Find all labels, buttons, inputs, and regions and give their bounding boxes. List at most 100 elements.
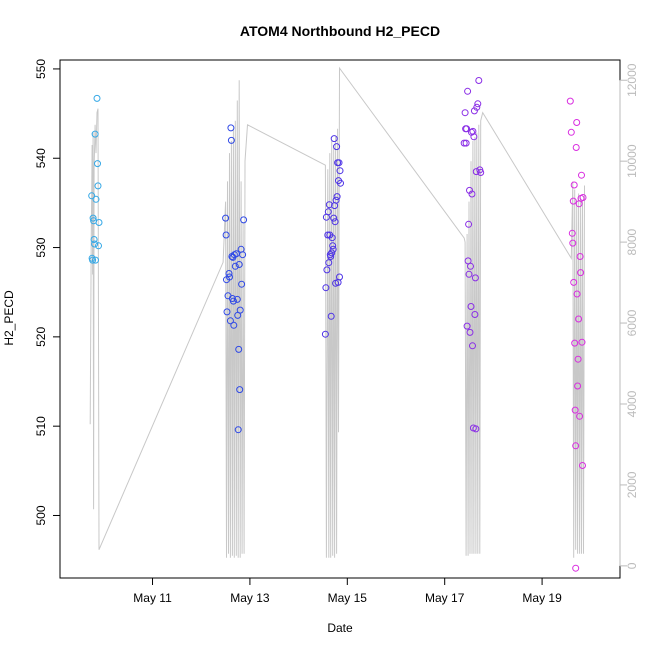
data-point bbox=[466, 328, 474, 336]
data-point bbox=[571, 406, 579, 414]
data-point bbox=[333, 193, 341, 201]
data-point bbox=[332, 196, 340, 204]
data-point bbox=[236, 306, 244, 314]
data-point bbox=[579, 194, 587, 201]
data-point bbox=[571, 339, 579, 347]
data-point bbox=[470, 107, 478, 115]
x-axis-label: Date bbox=[327, 621, 353, 635]
data-point bbox=[572, 442, 580, 450]
data-point bbox=[471, 311, 479, 318]
data-point bbox=[238, 280, 246, 288]
data-point bbox=[92, 195, 100, 203]
y-right-tick-label: 0 bbox=[625, 562, 639, 569]
data-point bbox=[472, 168, 480, 176]
data-point bbox=[567, 128, 575, 136]
data-point bbox=[579, 462, 586, 469]
y-left-tick-label: 540 bbox=[34, 148, 48, 168]
x-tick-label: May 11 bbox=[133, 591, 172, 605]
data-point bbox=[463, 322, 471, 330]
data-point bbox=[226, 273, 233, 281]
data-point bbox=[327, 312, 335, 320]
y-axis-left: 500 510 520 530 540 550 bbox=[34, 59, 60, 525]
y-axis-label: H2_PECD bbox=[2, 290, 16, 346]
chart-title: ATOM4 Northbound H2_PECD bbox=[240, 23, 440, 39]
data-point bbox=[223, 308, 231, 316]
x-tick-label: May 15 bbox=[328, 591, 368, 605]
data-point bbox=[329, 245, 337, 253]
y-right-tick-label: 8000 bbox=[625, 228, 639, 255]
data-point bbox=[239, 251, 247, 259]
data-point bbox=[337, 179, 344, 187]
y-left-tick-label: 520 bbox=[34, 327, 48, 347]
y-right-tick-label: 4000 bbox=[625, 390, 639, 417]
data-point bbox=[331, 218, 339, 226]
data-point bbox=[576, 412, 584, 420]
data-point bbox=[462, 139, 470, 147]
data-point bbox=[477, 169, 485, 176]
data-point bbox=[322, 284, 330, 292]
data-point bbox=[93, 94, 101, 102]
data-point bbox=[325, 259, 333, 267]
data-point bbox=[336, 167, 344, 175]
data-point bbox=[321, 330, 329, 338]
y-left-tick-label: 510 bbox=[34, 416, 48, 436]
data-point bbox=[575, 315, 583, 323]
data-point bbox=[472, 425, 480, 433]
y-right-tick-label: 12000 bbox=[625, 63, 639, 97]
data-point bbox=[227, 136, 235, 144]
line-series-layer bbox=[89, 66, 585, 558]
data-point bbox=[226, 317, 234, 325]
data-point bbox=[474, 100, 482, 108]
data-point bbox=[222, 231, 230, 239]
data-point bbox=[468, 190, 476, 198]
x-axis: May 11 May 13 May 15 May 17 May 19 bbox=[133, 578, 562, 605]
data-point bbox=[335, 159, 343, 167]
data-point bbox=[91, 130, 99, 138]
data-point bbox=[470, 133, 478, 141]
data-point bbox=[576, 253, 584, 260]
data-point bbox=[330, 135, 338, 143]
data-point bbox=[464, 87, 472, 95]
data-point bbox=[570, 278, 578, 286]
data-point bbox=[465, 220, 473, 228]
data-point bbox=[222, 214, 230, 222]
data-point bbox=[95, 242, 102, 250]
data-point bbox=[327, 253, 335, 260]
data-point bbox=[234, 426, 242, 434]
plot-frame bbox=[59, 59, 621, 579]
data-point bbox=[240, 216, 248, 224]
x-tick-label: May 17 bbox=[425, 591, 465, 605]
data-point bbox=[572, 564, 580, 572]
data-point bbox=[471, 274, 479, 282]
data-point bbox=[574, 382, 582, 390]
y-left-tick-label: 530 bbox=[34, 237, 48, 257]
y-right-tick-label: 10000 bbox=[625, 144, 639, 178]
data-point bbox=[569, 239, 577, 247]
data-point bbox=[460, 139, 468, 147]
data-point bbox=[88, 192, 96, 200]
gray-line-series bbox=[89, 66, 585, 558]
data-point bbox=[225, 270, 233, 277]
data-point bbox=[92, 256, 99, 264]
data-point bbox=[229, 297, 237, 305]
data-point bbox=[90, 236, 98, 243]
data-point bbox=[578, 171, 585, 179]
data-point bbox=[94, 182, 102, 190]
data-point bbox=[469, 342, 476, 350]
data-point bbox=[569, 197, 577, 205]
data-point bbox=[475, 77, 483, 84]
data-point bbox=[95, 219, 103, 226]
data-point bbox=[236, 386, 244, 394]
points-layer bbox=[88, 77, 587, 572]
data-point bbox=[330, 214, 338, 222]
data-point bbox=[328, 249, 336, 257]
data-point bbox=[94, 160, 101, 168]
data-point bbox=[461, 109, 469, 117]
x-tick-label: May 19 bbox=[522, 591, 562, 605]
data-point bbox=[328, 234, 336, 242]
data-point bbox=[463, 125, 471, 133]
data-point bbox=[572, 144, 580, 151]
data-point bbox=[91, 240, 99, 248]
y-left-tick-label: 550 bbox=[34, 59, 48, 79]
data-point bbox=[325, 201, 333, 209]
